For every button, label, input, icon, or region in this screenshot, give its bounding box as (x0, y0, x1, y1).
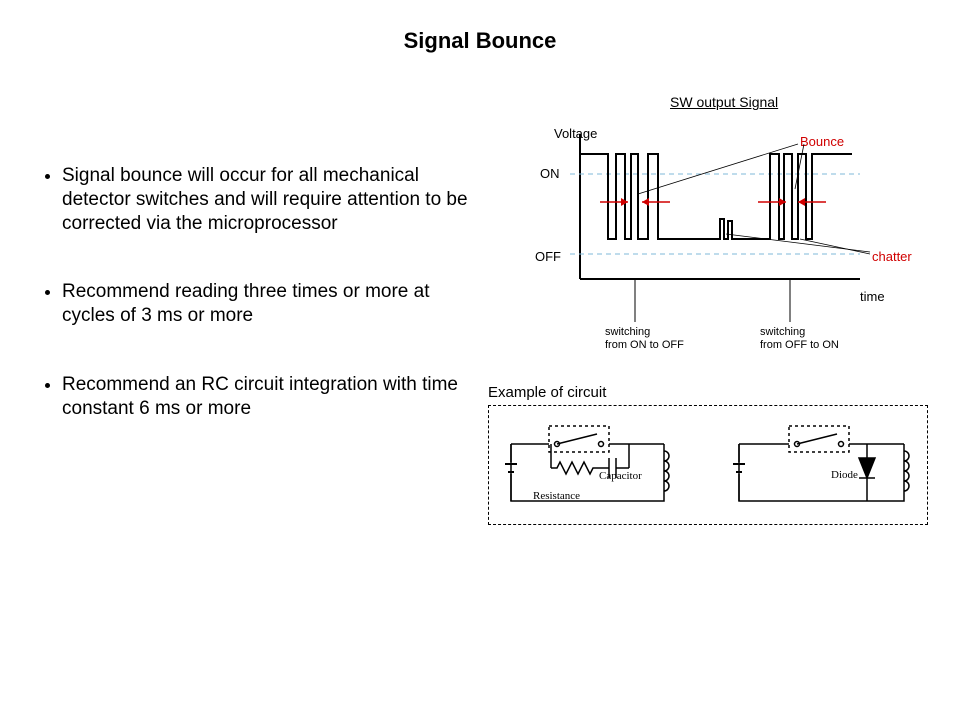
circuit-title: Example of circuit (488, 384, 928, 401)
bullet-item: Recommend reading three times or more at… (62, 280, 480, 328)
circuit-box: Resistance Capacitor Diode (488, 405, 928, 525)
content-area: Signal bounce will occur for all mechani… (0, 54, 960, 545)
waveform-diagram: SW output Signal Voltage ON OFF Bounce c… (500, 94, 930, 384)
bullet-item: Signal bounce will occur for all mechani… (62, 164, 480, 235)
waveform-svg (500, 94, 930, 354)
diagram-column: SW output Signal Voltage ON OFF Bounce c… (480, 94, 940, 525)
bullet-list: Signal bounce will occur for all mechani… (40, 164, 480, 420)
circuit-svg (489, 406, 929, 526)
text-column: Signal bounce will occur for all mechani… (40, 94, 480, 525)
bullet-item: Recommend an RC circuit integration with… (62, 373, 480, 421)
page-title: Signal Bounce (0, 0, 960, 54)
circuit-diagram: Example of circuit Resistance Capacitor … (488, 384, 928, 525)
